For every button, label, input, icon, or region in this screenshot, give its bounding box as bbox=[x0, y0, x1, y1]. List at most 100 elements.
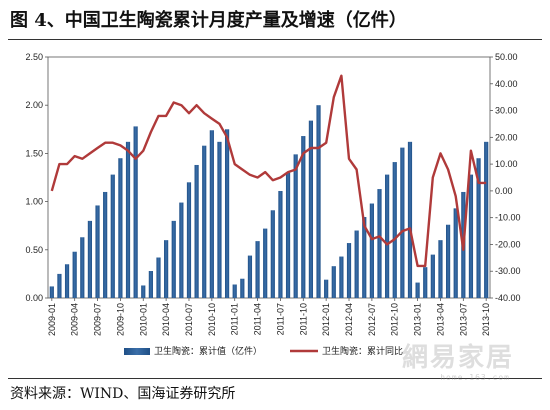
left-axis-tick-label: 2.00 bbox=[25, 100, 43, 110]
bar bbox=[346, 243, 352, 298]
bar bbox=[103, 191, 108, 298]
x-axis-tick-label: 2010-07 bbox=[184, 303, 194, 336]
source-rule bbox=[8, 378, 542, 379]
x-axis-tick-label: 2010-10 bbox=[207, 303, 217, 336]
x-axis-tick-label: 2013-04 bbox=[435, 303, 445, 336]
plot-frame bbox=[47, 56, 491, 299]
figure-title: 图 4、中国卫生陶瓷累计月度产量及增速（亿件） bbox=[10, 10, 407, 31]
chart: 0.00 0.50 1.00 1.50 2.00 2.50 -40.00 -30.00 -20… bbox=[25, 52, 521, 357]
x-axis-tick-label: 2012-10 bbox=[390, 303, 400, 336]
x-axis-tick-label: 2011-07 bbox=[275, 303, 285, 335]
x-axis-tick-label: 2009-10 bbox=[115, 303, 125, 336]
bar bbox=[468, 174, 474, 298]
bar bbox=[415, 282, 420, 298]
right-axis-tick-label: 50.00 bbox=[495, 52, 518, 62]
legend-bar-label: 卫生陶瓷：累计值（亿件） bbox=[154, 345, 262, 357]
bar bbox=[438, 240, 443, 298]
x-axis-tick-label: 2012-07 bbox=[367, 303, 377, 336]
bar bbox=[308, 120, 314, 299]
line-series bbox=[50, 74, 487, 268]
bar-series bbox=[49, 105, 489, 299]
right-axis-tick-label: -40.00 bbox=[495, 293, 521, 303]
bar bbox=[240, 278, 245, 298]
x-axis-tick-label: 2013-10 bbox=[481, 303, 491, 336]
bar bbox=[72, 251, 77, 298]
bar bbox=[278, 190, 283, 298]
right-axis-tick-label: 30.00 bbox=[495, 106, 518, 116]
bar bbox=[118, 158, 123, 298]
bar bbox=[156, 257, 161, 298]
bar bbox=[423, 267, 428, 298]
x-axis-tick-label: 2009-04 bbox=[70, 303, 80, 336]
bar bbox=[316, 105, 321, 298]
x-axis-tick-label: 2009-07 bbox=[93, 303, 103, 336]
watermark-logo: 網易家居 bbox=[401, 343, 514, 373]
left-axis-tick-label: 1.00 bbox=[25, 197, 43, 207]
x-axis-tick-label: 2009-01 bbox=[47, 303, 57, 336]
x-axis: 2009-01 2009-04 2009-07 2009-10 2010-01 2010-… bbox=[47, 298, 491, 336]
bar bbox=[285, 172, 291, 298]
bar bbox=[110, 174, 115, 298]
right-axis-tick-label: 0.00 bbox=[495, 186, 513, 196]
bar bbox=[301, 136, 306, 298]
title-rule bbox=[8, 39, 542, 40]
right-axis-tick-label: -20.00 bbox=[495, 239, 521, 249]
bar bbox=[354, 230, 359, 298]
x-axis-tick-label: 2010-04 bbox=[161, 303, 171, 336]
left-axis-tick-label: 2.50 bbox=[25, 52, 43, 62]
yoy-line bbox=[50, 74, 487, 268]
left-axis-tick-label: 1.50 bbox=[25, 148, 43, 158]
right-axis-tick-label: 20.00 bbox=[495, 132, 518, 142]
bar bbox=[202, 145, 207, 298]
legend-line-label: 卫生陶瓷：累计同比 bbox=[322, 345, 403, 357]
x-axis-tick-label: 2013-07 bbox=[458, 303, 468, 336]
bar bbox=[255, 241, 260, 298]
bar bbox=[484, 141, 489, 298]
legend-bar-swatch bbox=[124, 348, 150, 355]
bar bbox=[331, 266, 336, 298]
left-axis-tick-label: 0.00 bbox=[25, 293, 43, 303]
plot-area-border bbox=[47, 56, 491, 299]
x-axis-tick-label: 2013-01 bbox=[413, 303, 423, 336]
right-axis-tick-label: -10.00 bbox=[495, 213, 521, 223]
bar bbox=[263, 228, 268, 298]
bar bbox=[224, 129, 230, 298]
right-axis-tick-label: 10.00 bbox=[495, 159, 518, 169]
right-axis: -40.00 -30.00 -20.00 -10.00 0.00 10.00 20.00 30… bbox=[490, 52, 521, 303]
bar bbox=[133, 126, 138, 299]
x-axis-tick-label: 2010-01 bbox=[138, 303, 148, 336]
bar bbox=[87, 220, 93, 298]
bar bbox=[148, 271, 153, 298]
bar bbox=[171, 220, 176, 298]
bar bbox=[453, 208, 458, 298]
bar bbox=[293, 154, 298, 298]
x-axis-tick-label: 2012-04 bbox=[344, 303, 354, 336]
bar bbox=[141, 285, 146, 298]
bar bbox=[64, 264, 70, 298]
bar bbox=[217, 141, 222, 298]
bar bbox=[49, 286, 54, 298]
bar bbox=[430, 254, 435, 298]
bar bbox=[179, 202, 184, 298]
bar bbox=[186, 182, 192, 298]
bar bbox=[377, 189, 382, 298]
x-axis-tick-label: 2011-10 bbox=[298, 303, 308, 335]
right-axis-tick-label: 40.00 bbox=[495, 79, 518, 89]
bar bbox=[194, 164, 199, 298]
legend: 卫生陶瓷：累计值（亿件） 卫生陶瓷：累计同比 bbox=[124, 345, 403, 357]
bar bbox=[247, 255, 253, 298]
right-axis-tick-label: -30.00 bbox=[495, 266, 521, 276]
x-axis-tick-label: 2012-01 bbox=[321, 303, 331, 336]
bar bbox=[369, 203, 374, 298]
bar bbox=[270, 210, 275, 298]
bar bbox=[324, 279, 329, 298]
bar bbox=[209, 130, 214, 298]
bar bbox=[400, 147, 405, 298]
bar bbox=[57, 273, 62, 298]
bar bbox=[232, 284, 237, 298]
x-axis-tick-label: 2011-01 bbox=[230, 303, 240, 335]
left-axis: 0.00 0.50 1.00 1.50 2.00 2.50 bbox=[25, 52, 48, 303]
x-axis-tick-label: 2011-04 bbox=[253, 303, 263, 335]
bar bbox=[392, 162, 397, 298]
source-note: 资料来源：WIND、国海证券研究所 bbox=[10, 386, 236, 402]
